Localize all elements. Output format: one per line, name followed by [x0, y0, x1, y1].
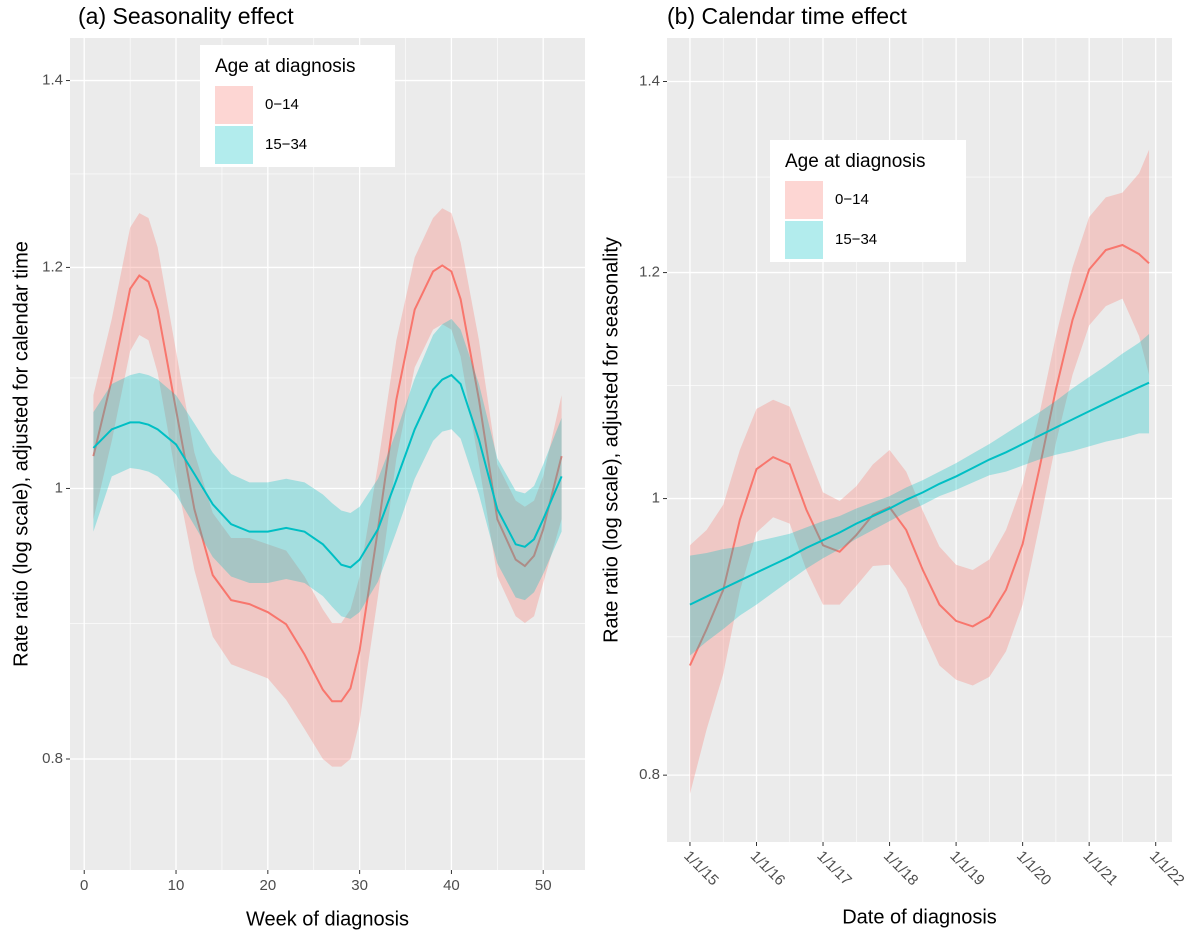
legend-title: Age at diagnosis: [215, 56, 356, 77]
y-tick-label: 0.8: [639, 766, 660, 783]
x-tick-label: 1/1/19: [946, 848, 988, 890]
series: [689, 149, 1150, 794]
y-axis-label: Rate ratio (log scale), adjusted for cal…: [10, 241, 32, 667]
x-tick-label: 1/1/18: [880, 848, 922, 890]
legend-title: Age at diagnosis: [785, 151, 926, 172]
legend-label: 0−14: [835, 191, 869, 208]
y-tick-label: 1: [652, 490, 660, 507]
y-axis-label: Rate ratio (log scale), adjusted for sea…: [600, 237, 622, 643]
legend-background: [200, 45, 395, 167]
legend-label: 15−34: [265, 136, 307, 153]
plot-background: [70, 38, 585, 870]
legend: Age at diagnosis 0−14 15−34: [770, 140, 966, 262]
x-axis-label: Week of diagnosis: [246, 908, 409, 930]
x-tick-label: 50: [535, 877, 552, 894]
line: [92, 264, 563, 703]
legend-key: [785, 181, 823, 219]
legend-key: [785, 221, 823, 259]
line: [689, 381, 1150, 606]
y-tick-label: 1.2: [639, 264, 660, 281]
x-tick-label: 40: [443, 877, 460, 894]
panel: 0.8 1 1.2 1.4 1/1/15 1/1/16 1/1/17 1/1/18 1/1/19…: [600, 3, 1187, 928]
legend-key: [215, 86, 253, 124]
x-axis-label: Date of diagnosis: [842, 906, 997, 928]
panel: 0.8 1 1.2 1.4 0 10 20 30 40 50 (a) Seasonality eff…: [10, 3, 585, 930]
chart-title: (b) Calendar time effect: [667, 3, 908, 29]
line: [689, 243, 1150, 666]
x-tick-label: 1/1/21: [1080, 848, 1122, 890]
y-tick-label: 1.4: [42, 72, 63, 89]
confidence-band: [689, 149, 1150, 794]
x-tick-label: 1/1/22: [1146, 848, 1188, 890]
legend-background: [770, 140, 966, 262]
x-tick-label: 1/1/15: [680, 848, 722, 890]
y-tick-label: 1.4: [639, 72, 660, 89]
x-tick-label: 1/1/16: [747, 848, 789, 890]
y-tick-label: 0.8: [42, 750, 63, 767]
x-tick-label: 1/1/20: [1013, 848, 1055, 890]
y-tick-label: 1.2: [42, 258, 63, 275]
x-tick-label: 10: [168, 877, 185, 894]
legend-label: 0−14: [265, 96, 299, 113]
confidence-band: [93, 208, 562, 767]
series: [689, 333, 1150, 656]
x-tick-label: 30: [351, 877, 368, 894]
line: [92, 373, 563, 569]
series: [92, 208, 563, 767]
x-tick-label: 1/1/17: [813, 848, 855, 890]
legend: Age at diagnosis 0−14 15−34: [200, 45, 395, 167]
chart-title: (a) Seasonality effect: [78, 3, 294, 29]
series: [92, 319, 563, 619]
legend-label: 15−34: [835, 231, 877, 248]
x-tick-label: 0: [80, 877, 88, 894]
y-tick-label: 1: [55, 479, 63, 496]
confidence-band: [93, 319, 562, 619]
legend-key: [215, 126, 253, 164]
x-tick-label: 20: [259, 877, 276, 894]
